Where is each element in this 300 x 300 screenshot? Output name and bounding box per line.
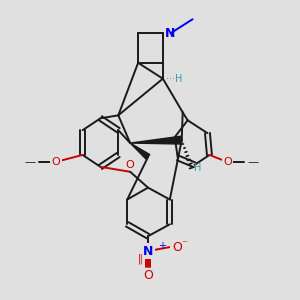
Text: ‖: ‖ [138,254,142,264]
Text: N: N [143,244,153,258]
Text: O: O [126,160,135,170]
Text: O: O [172,241,182,254]
Polygon shape [130,136,182,144]
Text: O: O [143,269,153,282]
Text: O: O [223,157,232,167]
Text: —: — [247,157,258,167]
Text: —: — [25,157,36,167]
Text: H: H [194,163,201,173]
Text: +: + [158,241,166,251]
Text: N: N [165,27,175,40]
Text: ⁻: ⁻ [182,239,188,249]
Text: O: O [52,157,60,167]
Text: ···H: ···H [166,74,182,84]
Polygon shape [130,143,150,159]
